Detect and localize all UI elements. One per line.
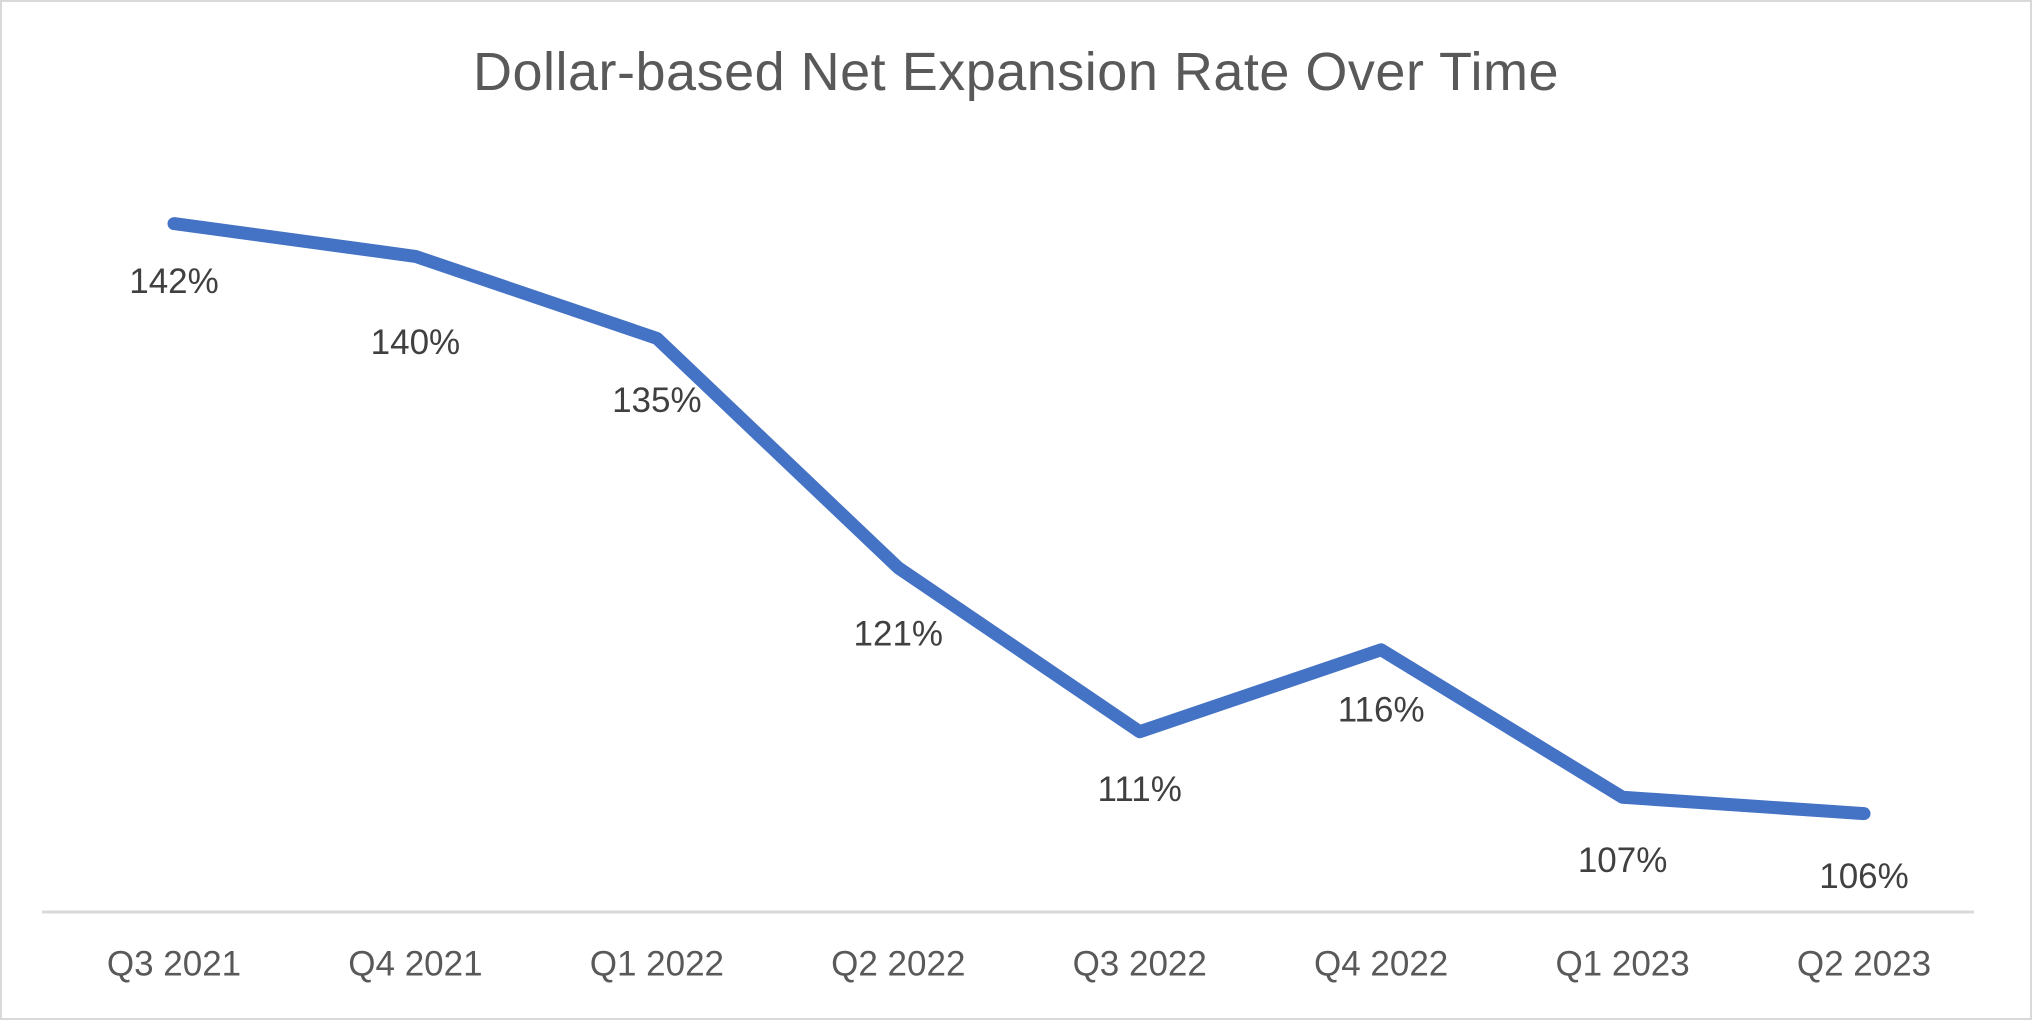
series-line xyxy=(167,217,1871,821)
x-axis-tick-label: Q3 2022 xyxy=(1073,945,1207,984)
data-label: 107% xyxy=(1578,841,1668,880)
x-axis-tick-label: Q1 2023 xyxy=(1555,945,1689,984)
data-label: 106% xyxy=(1819,857,1909,896)
x-axis-tick-label: Q1 2022 xyxy=(590,945,724,984)
x-axis-tick-label: Q2 2022 xyxy=(831,945,965,984)
x-axis-tick-label: Q4 2022 xyxy=(1314,945,1448,984)
data-label: 116% xyxy=(1338,690,1425,729)
data-label: 121% xyxy=(854,614,944,653)
x-axis-tick-label: Q3 2021 xyxy=(107,945,241,984)
chart-title: Dollar-based Net Expansion Rate Over Tim… xyxy=(473,42,1559,102)
data-label: 135% xyxy=(612,381,702,420)
data-label: 111% xyxy=(1098,770,1182,809)
data-label: 142% xyxy=(129,262,219,301)
x-axis-tick-label: Q4 2021 xyxy=(348,945,482,984)
data-label: 140% xyxy=(371,323,461,362)
x-axis-tick-label: Q2 2023 xyxy=(1797,945,1931,984)
